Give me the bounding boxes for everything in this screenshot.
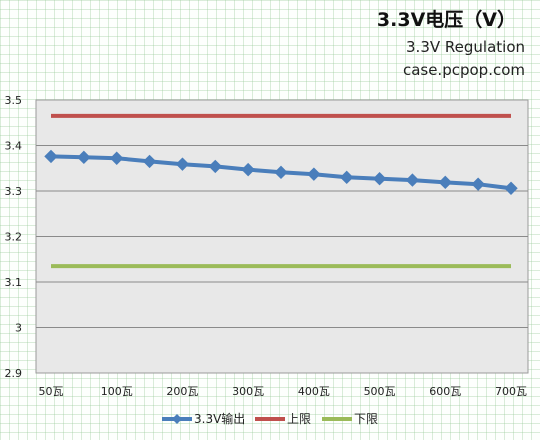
legend-label: 3.3V输出	[194, 411, 245, 426]
legend-item: 3.3V输出	[162, 411, 245, 426]
y-tick-label: 3	[15, 322, 22, 335]
chart-title: 3.3V电压（V）	[377, 8, 516, 31]
data-point	[208, 159, 222, 174]
y-tick-label: 3.4	[5, 140, 23, 153]
x-tick-label: 300瓦	[232, 385, 264, 398]
x-tick-label: 100瓦	[101, 385, 133, 398]
y-tick-label: 3.3	[5, 185, 23, 198]
x-tick-label: 50瓦	[39, 385, 64, 398]
y-tick-label: 3.5	[5, 94, 23, 107]
y-tick-label: 2.9	[5, 367, 23, 380]
data-point	[241, 162, 255, 177]
legend-item: 下限	[322, 412, 378, 426]
data-point	[438, 175, 452, 190]
legend: 3.3V输出 上限 下限	[162, 411, 378, 426]
data-point	[110, 151, 124, 165]
legend-label: 上限	[287, 412, 311, 426]
data-point	[372, 172, 387, 186]
data-point	[142, 154, 157, 169]
x-tick-label: 400瓦	[298, 385, 330, 398]
data-point	[405, 173, 420, 187]
data-point	[471, 177, 485, 191]
axes: 2.9 3 3.1 3.2 3.3 3.4 3.5 50瓦 100瓦 200瓦 300瓦 400瓦 50…	[5, 94, 528, 398]
data-point	[307, 167, 321, 181]
data-point	[175, 157, 190, 171]
legend-label: 下限	[354, 412, 378, 426]
chart-source: case.pcpop.com	[403, 61, 525, 79]
legend-item: 上限	[255, 412, 311, 426]
data-point	[44, 149, 58, 164]
x-tick-label: 200瓦	[166, 385, 198, 398]
x-tick-label: 500瓦	[364, 385, 396, 398]
data-point	[274, 165, 288, 180]
series-layer	[44, 113, 518, 269]
x-tick-label: 600瓦	[429, 385, 461, 398]
legend-marker	[172, 414, 182, 424]
y-tick-label: 3.1	[5, 276, 23, 289]
data-point	[77, 150, 91, 165]
y-tick-label: 3.2	[5, 231, 23, 244]
data-point	[340, 170, 354, 185]
gridlines	[36, 145, 528, 328]
data-point	[504, 181, 518, 195]
x-tick-label: 700瓦	[495, 385, 527, 398]
series-0	[44, 149, 518, 195]
chart-subtitle: 3.3V Regulation	[406, 38, 525, 56]
